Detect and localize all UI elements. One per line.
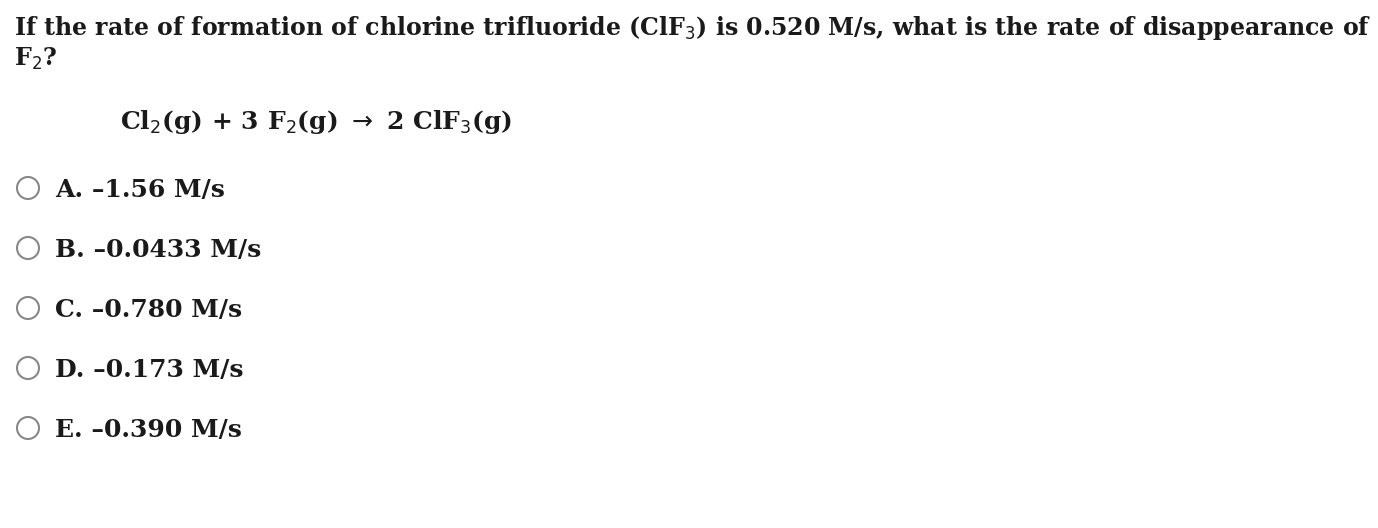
Text: B. –0.0433 M/s: B. –0.0433 M/s	[55, 238, 262, 262]
Text: E. –0.390 M/s: E. –0.390 M/s	[55, 418, 243, 442]
Text: If the rate of formation of chlorine trifluoride (ClF$_3$) is 0.520 M/s, what is: If the rate of formation of chlorine tri…	[14, 14, 1371, 42]
Text: Cl$_2$(g) + 3 F$_2$(g) $\rightarrow$ 2 ClF$_3$(g): Cl$_2$(g) + 3 F$_2$(g) $\rightarrow$ 2 C…	[120, 108, 513, 136]
Text: F$_2$?: F$_2$?	[14, 46, 56, 72]
Text: C. –0.780 M/s: C. –0.780 M/s	[55, 298, 243, 322]
Text: A. –1.56 M/s: A. –1.56 M/s	[55, 178, 225, 202]
Text: D. –0.173 M/s: D. –0.173 M/s	[55, 358, 244, 382]
